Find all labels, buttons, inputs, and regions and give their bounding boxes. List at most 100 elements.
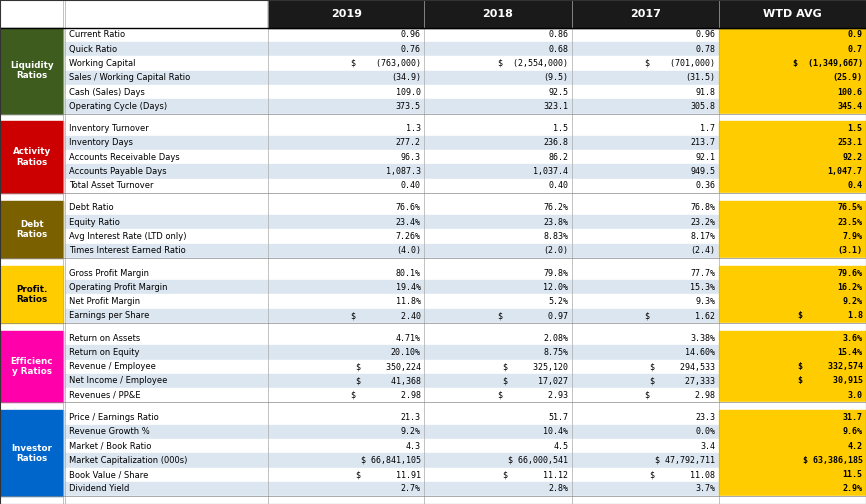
Text: Working Capital: Working Capital <box>69 59 136 68</box>
Bar <box>424 42 572 56</box>
Text: 1.5: 1.5 <box>848 124 863 133</box>
Bar <box>572 178 719 193</box>
Text: Market / Book Ratio: Market / Book Ratio <box>69 442 152 451</box>
Text: Quick Ratio: Quick Ratio <box>69 45 118 53</box>
Bar <box>719 71 866 85</box>
Bar <box>0 121 63 193</box>
Text: $  (2,554,000): $ (2,554,000) <box>498 59 568 68</box>
Text: $ 63,386,185: $ 63,386,185 <box>803 456 863 465</box>
Text: Times Interest Earned Ratio: Times Interest Earned Ratio <box>69 246 186 256</box>
Text: 8.17%: 8.17% <box>690 232 715 241</box>
Text: 2.7%: 2.7% <box>401 484 421 493</box>
Text: 79.6%: 79.6% <box>837 269 863 278</box>
Bar <box>0 496 866 504</box>
Text: 0.86: 0.86 <box>548 30 568 39</box>
Bar <box>572 345 719 359</box>
Text: 76.6%: 76.6% <box>396 204 421 212</box>
Text: Sales / Working Capital Ratio: Sales / Working Capital Ratio <box>69 73 191 82</box>
Text: 4.5: 4.5 <box>553 442 568 451</box>
Bar <box>268 56 424 71</box>
Bar <box>424 453 572 468</box>
Bar <box>719 345 866 359</box>
Bar <box>65 201 268 215</box>
Bar <box>719 410 866 424</box>
Text: 92.2: 92.2 <box>843 153 863 162</box>
Bar <box>65 229 268 244</box>
Text: 0.4: 0.4 <box>848 181 863 191</box>
Bar <box>268 99 424 113</box>
Text: $       11.12: $ 11.12 <box>503 470 568 479</box>
Bar <box>0 323 866 331</box>
Text: 0.96: 0.96 <box>401 30 421 39</box>
Text: 23.5%: 23.5% <box>837 218 863 227</box>
Text: $         1.62: $ 1.62 <box>645 311 715 321</box>
Bar <box>572 294 719 309</box>
Bar <box>424 244 572 258</box>
Text: 0.78: 0.78 <box>695 45 715 53</box>
Text: 23.2%: 23.2% <box>690 218 715 227</box>
Text: Profit.
Ratios: Profit. Ratios <box>16 285 48 304</box>
Bar <box>424 331 572 345</box>
Bar <box>424 201 572 215</box>
Text: 4.3: 4.3 <box>406 442 421 451</box>
Text: 2019: 2019 <box>331 9 362 19</box>
Bar <box>65 345 268 359</box>
Text: 345.4: 345.4 <box>837 102 863 111</box>
Bar <box>65 85 268 99</box>
Bar <box>572 28 719 42</box>
Bar <box>719 294 866 309</box>
Text: 3.6%: 3.6% <box>843 334 863 343</box>
Text: Net Income / Employee: Net Income / Employee <box>69 376 168 386</box>
Bar <box>424 439 572 453</box>
Bar <box>424 294 572 309</box>
Text: $         1.8: $ 1.8 <box>798 311 863 321</box>
Bar <box>268 424 424 439</box>
Bar <box>572 150 719 164</box>
Text: 91.8: 91.8 <box>695 88 715 97</box>
Text: 77.7%: 77.7% <box>690 269 715 278</box>
Bar <box>65 309 268 323</box>
Text: $       11.08: $ 11.08 <box>650 470 715 479</box>
Bar <box>572 229 719 244</box>
Bar <box>65 280 268 294</box>
Bar <box>719 28 866 42</box>
Text: 1,087.3: 1,087.3 <box>386 167 421 176</box>
Bar <box>719 424 866 439</box>
Bar <box>572 482 719 496</box>
Text: Accounts Payable Days: Accounts Payable Days <box>69 167 167 176</box>
Bar <box>268 345 424 359</box>
Text: 109.0: 109.0 <box>396 88 421 97</box>
Text: Revenue / Employee: Revenue / Employee <box>69 362 156 371</box>
Bar <box>65 215 268 229</box>
Bar <box>719 453 866 468</box>
Text: $ 66,841,105: $ 66,841,105 <box>361 456 421 465</box>
Text: 51.7: 51.7 <box>548 413 568 422</box>
Text: $     294,533: $ 294,533 <box>650 362 715 371</box>
Bar <box>424 136 572 150</box>
Bar <box>65 388 268 403</box>
Text: 3.4: 3.4 <box>701 442 715 451</box>
Text: 2018: 2018 <box>482 9 514 19</box>
Text: Current Ratio: Current Ratio <box>69 30 126 39</box>
Text: $  (1,349,667): $ (1,349,667) <box>792 59 863 68</box>
Bar <box>424 280 572 294</box>
Text: (31.5): (31.5) <box>685 73 715 82</box>
Text: 1,037.4: 1,037.4 <box>533 167 568 176</box>
Bar <box>424 99 572 113</box>
Text: 5.2%: 5.2% <box>548 297 568 306</box>
Bar <box>65 136 268 150</box>
Bar <box>719 164 866 178</box>
Text: Debt Ratio: Debt Ratio <box>69 204 114 212</box>
Bar <box>268 294 424 309</box>
Text: 80.1%: 80.1% <box>396 269 421 278</box>
Text: 0.7: 0.7 <box>848 45 863 53</box>
Bar <box>65 482 268 496</box>
Bar <box>268 178 424 193</box>
Bar <box>268 121 424 136</box>
Bar <box>65 331 268 345</box>
Text: 2.9%: 2.9% <box>843 484 863 493</box>
Text: 9.3%: 9.3% <box>695 297 715 306</box>
Bar <box>572 374 719 388</box>
Text: Accounts Receivable Days: Accounts Receivable Days <box>69 153 180 162</box>
Text: Investor
Ratios: Investor Ratios <box>11 444 52 463</box>
